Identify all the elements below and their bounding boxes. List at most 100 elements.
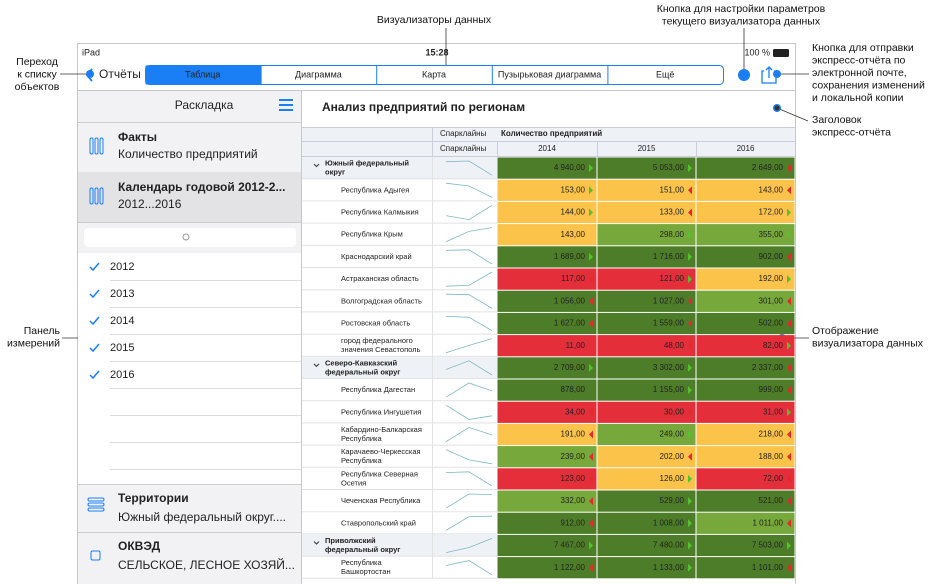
value-label: 153,00	[561, 185, 586, 194]
value-cell	[497, 224, 597, 246]
menu-icon[interactable]	[279, 104, 293, 106]
trend-arrow-up	[688, 275, 692, 284]
annotation-text: сохранения изменений	[812, 79, 925, 91]
dimension-title[interactable]: Факты	[118, 130, 157, 144]
trend-arrow-down	[787, 297, 791, 306]
value-cell	[696, 224, 795, 246]
value-label: 5 053,00	[653, 163, 685, 172]
group-row-bg	[302, 157, 497, 180]
year-list-bg	[78, 253, 301, 484]
row-header: Республика Ингушетия	[341, 407, 421, 416]
dimension-title[interactable]: Территории	[118, 491, 189, 505]
trend-arrow-up	[589, 186, 593, 195]
trend-arrow-down	[787, 386, 791, 395]
trend-arrow-up	[688, 363, 692, 372]
dimension-subtitle[interactable]: СЕЛЬСКОЕ, ЛЕСНОЕ ХОЗЯЙ...	[118, 557, 295, 572]
expand-chevron[interactable]	[313, 163, 320, 168]
annotation-text: Панель	[24, 325, 61, 337]
value-cell	[597, 534, 696, 557]
menu-icon[interactable]	[279, 99, 293, 101]
row-header: Республика Северная	[341, 469, 418, 478]
dimension-title[interactable]: ОКВЭД	[118, 539, 161, 553]
row-header: город федерального	[341, 336, 413, 345]
value-label: 1 011,00	[752, 518, 783, 527]
value-label: 3 302,00	[653, 363, 685, 372]
tab[interactable]: Ещё	[656, 69, 674, 79]
tab[interactable]: Пузырьковая диаграмма	[498, 69, 601, 79]
expand-chevron[interactable]	[313, 363, 320, 368]
value-cell	[597, 201, 696, 224]
annotation-text: электронной почте,	[812, 67, 907, 79]
year-item[interactable]: 2012	[110, 261, 134, 273]
status-time: 15:28	[425, 47, 448, 57]
value-cell	[696, 179, 795, 201]
value-label: 529,00	[660, 496, 685, 505]
value-cell	[497, 179, 597, 201]
tab[interactable]: Диаграмма	[295, 69, 342, 79]
value-label: 999,00	[759, 385, 784, 394]
trend-arrow-down	[589, 497, 593, 506]
status-device: iPad	[82, 47, 100, 57]
dimension-icon	[89, 187, 94, 205]
value-cell	[497, 357, 597, 379]
trend-arrow-up	[688, 563, 692, 572]
value-cell	[497, 446, 597, 468]
value-cell	[597, 312, 696, 335]
row-header: Чеченская Республика	[341, 496, 421, 505]
trend-arrow-up	[589, 252, 593, 261]
year-item[interactable]: 2016	[110, 369, 134, 381]
sparkline	[445, 471, 493, 487]
dimension-title[interactable]: Календарь годовой 2012-2...	[118, 180, 285, 194]
trend-arrow-down	[787, 363, 791, 372]
value-label: 143,00	[561, 230, 586, 239]
sparkline	[445, 449, 493, 465]
value-cell	[497, 534, 597, 557]
value-cell	[696, 312, 795, 335]
value-label: 1 689,00	[554, 252, 586, 261]
trend-arrow-down	[787, 519, 791, 528]
dimension-subtitle[interactable]: Южный федеральный округ....	[118, 510, 286, 524]
year-item[interactable]: 2014	[110, 315, 134, 327]
value-cell	[696, 379, 795, 401]
row-header: Краснодарский край	[341, 252, 412, 261]
row-header: Ставропольский край	[341, 518, 416, 527]
trend-arrow-down	[787, 430, 791, 439]
row-header: федеральный округ	[325, 367, 400, 376]
annotation-text: Отображение	[812, 325, 879, 337]
value-label: 1 627,00	[554, 319, 586, 328]
report-title-menu[interactable]	[774, 105, 780, 111]
tab[interactable]: Карта	[422, 69, 446, 79]
back-chevron[interactable]	[85, 68, 93, 82]
tab[interactable]: Таблица	[185, 69, 220, 79]
row-header: Республика Дагестан	[341, 385, 415, 394]
value-label: 1 027,00	[653, 296, 685, 305]
value-label: 123,00	[561, 474, 586, 483]
menu-icon[interactable]	[279, 109, 293, 111]
expand-chevron[interactable]	[313, 541, 320, 545]
value-cell	[696, 512, 795, 534]
trend-arrow-up	[688, 164, 692, 173]
share-button[interactable]	[761, 66, 777, 84]
year-item[interactable]: 2015	[110, 342, 134, 354]
value-label: 2 709,00	[554, 363, 586, 372]
dimension-subtitle[interactable]: Количество предприятий	[118, 147, 258, 161]
header-cell: Количество предприятий	[501, 129, 602, 138]
settings-button[interactable]	[738, 69, 750, 81]
trend-arrow-up	[688, 386, 692, 395]
year-item[interactable]: 2013	[110, 288, 134, 300]
search-field[interactable]	[84, 228, 296, 247]
value-cell	[696, 201, 795, 224]
row-header: Астраханская область	[341, 274, 419, 283]
row-header: Республика Крым	[341, 230, 403, 239]
value-cell	[497, 201, 597, 224]
value-label: 188,00	[759, 452, 784, 461]
value-cell	[497, 423, 597, 446]
dimension-selected-bg	[78, 172, 301, 222]
value-label: 30,00	[664, 407, 685, 416]
trend-arrow-down	[688, 297, 692, 306]
dimension-subtitle[interactable]: 2012...2016	[118, 197, 182, 211]
trend-arrow-up	[589, 363, 593, 372]
value-cell	[597, 357, 696, 379]
value-cell	[597, 224, 696, 246]
back-button[interactable]: Отчёты	[99, 67, 141, 81]
